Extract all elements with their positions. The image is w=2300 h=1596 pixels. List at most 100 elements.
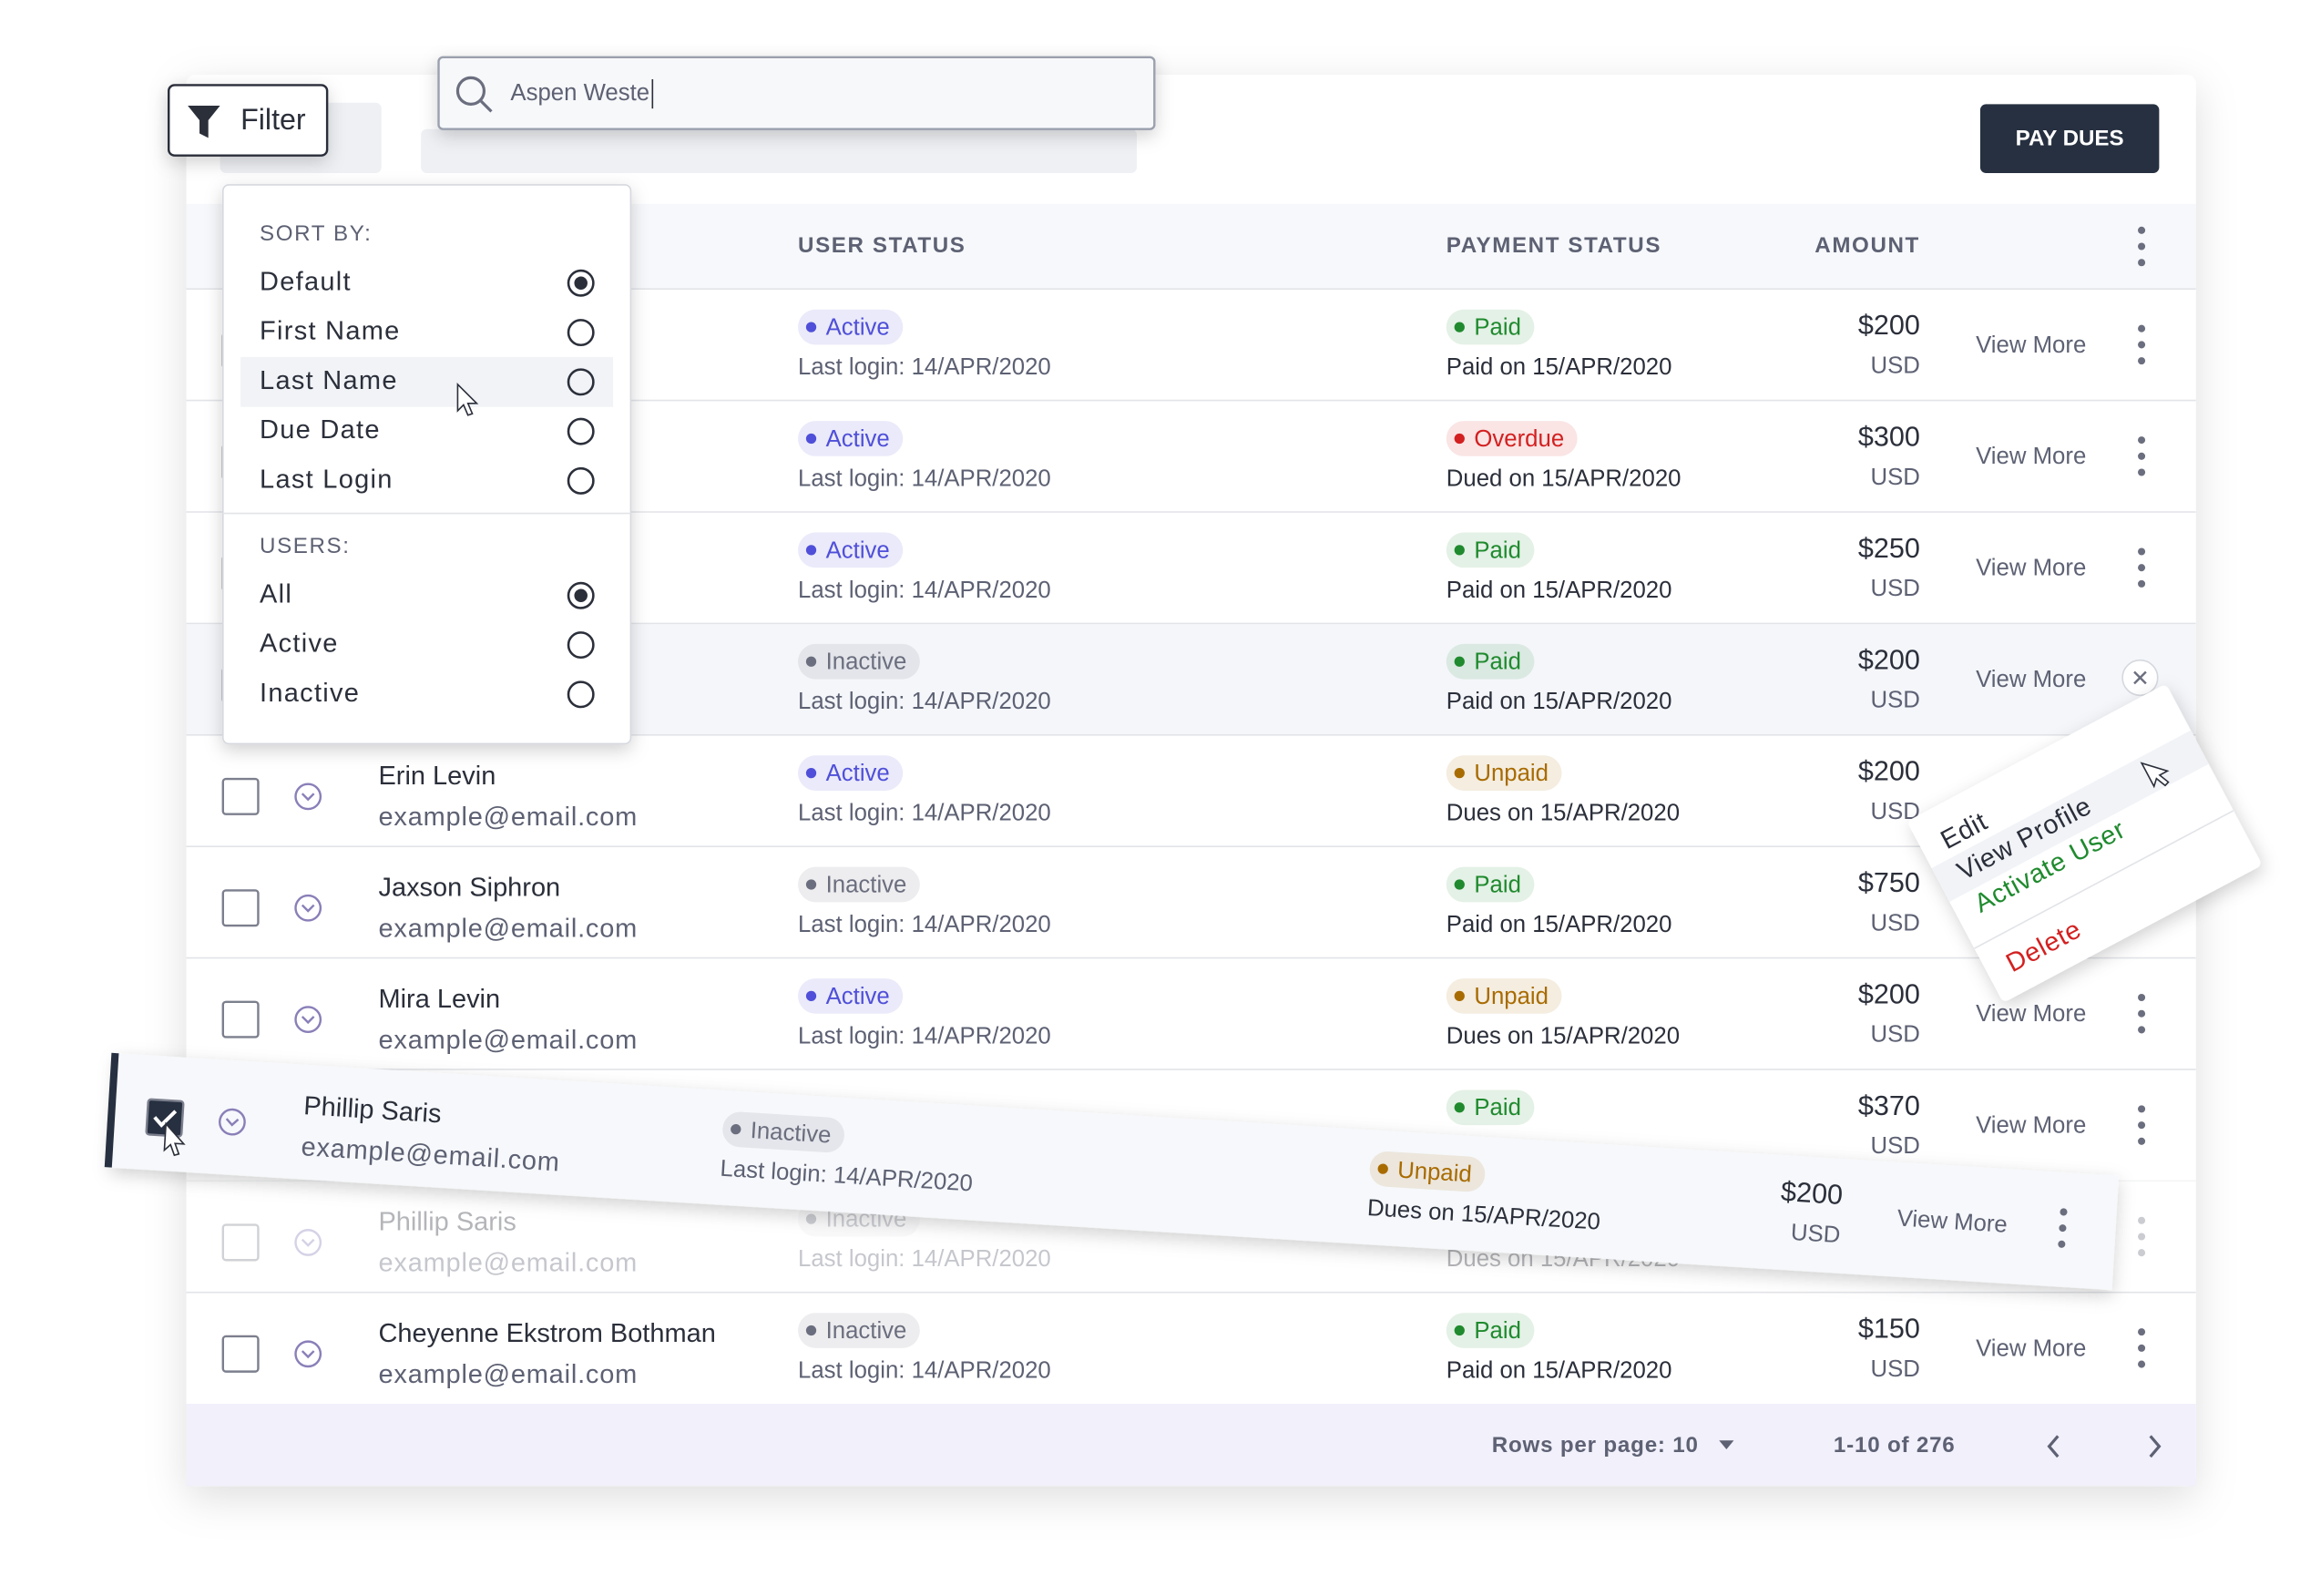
menu-option[interactable]: Due Date (260, 415, 381, 445)
search-icon (455, 76, 486, 106)
column-header: USER STATUS (798, 233, 966, 258)
close-icon (2133, 670, 2147, 685)
menu-option[interactable]: Last Login (260, 466, 394, 495)
currency: USD (1871, 910, 1920, 936)
row-checkbox[interactable] (145, 1098, 185, 1138)
user-email: example@email.com (378, 1360, 638, 1389)
user-name: Cheyenne Ekstrom Bothman (378, 1319, 715, 1348)
badge-text: Overdue (1474, 426, 1564, 452)
amount: $200 (1858, 756, 1920, 787)
view-more[interactable]: View More (1976, 332, 2086, 358)
menu-section-title: SORT BY: (260, 221, 372, 246)
badge-bg (722, 1111, 844, 1153)
menu-option[interactable]: Inactive (260, 679, 360, 708)
view-more[interactable]: View More (1976, 556, 2086, 581)
badge-bg (1446, 309, 1535, 345)
radio[interactable] (567, 417, 595, 445)
kebab-dot (2138, 1344, 2146, 1352)
search-input[interactable] (437, 56, 1156, 130)
search-icon (480, 99, 493, 113)
payment-date: Paid on 15/APR/2020 (1446, 912, 1672, 937)
prev-page[interactable] (2047, 1435, 2060, 1458)
row-checkbox[interactable] (221, 889, 260, 927)
badge-dot (805, 545, 817, 556)
menu-option[interactable]: Active (260, 629, 339, 659)
badge-text: Paid (1474, 1095, 1521, 1120)
expand-button[interactable] (294, 1340, 322, 1368)
menu-option[interactable]: All (260, 579, 292, 609)
payment-date: Paid on 15/APR/2020 (1446, 578, 1672, 603)
toolbar: Filter Aspen Weste PAY DUES (168, 56, 2160, 174)
pay-dues-label: PAY DUES (2016, 126, 2124, 150)
payment-date: Paid on 15/APR/2020 (1446, 354, 1672, 380)
kebab-menu[interactable] (2138, 1328, 2146, 1368)
view-more[interactable]: View More (1976, 444, 2086, 469)
table-body: Active Last login: 14/APR/2020 Paid Paid on… (186, 288, 2196, 1389)
radio[interactable] (567, 581, 595, 609)
kebab-menu[interactable] (2138, 436, 2146, 476)
radio[interactable] (567, 368, 595, 396)
expand-button[interactable] (294, 894, 322, 922)
table-row: Erin Levin example@email.com Active Last lo… (186, 733, 2196, 832)
kebab-menu[interactable] (2138, 993, 2146, 1034)
amount: $150 (1858, 1314, 1920, 1345)
rows-per-page[interactable]: Rows per page: 10 (1492, 1433, 1699, 1458)
radio[interactable] (567, 319, 595, 347)
user-email: example@email.com (378, 803, 638, 832)
dragged-row-bg (110, 1053, 2120, 1290)
expand-button[interactable] (294, 1229, 322, 1256)
kebab-dot (2138, 1137, 2146, 1145)
amount: $200 (1858, 978, 1920, 1009)
radio[interactable] (567, 680, 595, 709)
kebab-dot (2138, 452, 2146, 460)
payment-date: Dued on 15/APR/2020 (1446, 466, 1682, 491)
menu-option[interactable]: Default (260, 267, 352, 296)
badge-text: Paid (1474, 537, 1521, 563)
badge-dot (805, 767, 817, 779)
kebab-menu[interactable] (2138, 1216, 2146, 1257)
next-page[interactable] (2149, 1435, 2162, 1458)
expand-button[interactable] (219, 1108, 246, 1136)
user-email: example@email.com (378, 1249, 638, 1278)
menu-option[interactable]: Last Name (260, 366, 398, 395)
drag-handle (104, 1052, 119, 1168)
row-checkbox[interactable] (221, 1223, 260, 1262)
radio[interactable] (567, 466, 595, 495)
radio[interactable] (567, 269, 595, 297)
last-login: Last login: 14/APR/2020 (798, 801, 1051, 826)
view-more[interactable]: View More (1976, 667, 2086, 692)
kebab-menu[interactable] (2138, 1105, 2146, 1145)
badge-dot (1377, 1163, 1388, 1174)
kebab-dot (2138, 357, 2146, 365)
pay-dues-button[interactable] (1979, 104, 2160, 174)
kebab-dot (2060, 1208, 2068, 1216)
row-checkbox[interactable] (221, 1335, 260, 1373)
expand-button[interactable] (294, 1006, 322, 1034)
user-name: Erin Levin (378, 762, 496, 791)
kebab-dot (2138, 1105, 2146, 1113)
row-checkbox[interactable] (221, 777, 260, 815)
view-more[interactable]: View More (1976, 1001, 2086, 1027)
view-more[interactable]: View More (1976, 1335, 2086, 1361)
currency: USD (1871, 1022, 1920, 1048)
row-checkbox[interactable] (221, 1000, 260, 1038)
menu-option[interactable]: First Name (260, 317, 401, 346)
expand-chevron (225, 1118, 240, 1127)
currency: USD (1871, 1356, 1920, 1382)
badge-text: Inactive (826, 872, 907, 897)
kebab-menu[interactable] (2138, 324, 2146, 365)
expand-chevron (301, 904, 315, 913)
badge-text: Unpaid (1474, 761, 1549, 786)
table-row: Mira Levin example@email.com Active Last lo… (186, 957, 2196, 1055)
ghost-box (421, 128, 1138, 174)
badge-text: Active (826, 761, 890, 786)
kebab-dot (2138, 1249, 2146, 1257)
kebab-menu[interactable] (2138, 226, 2146, 267)
kebab-menu[interactable] (2138, 547, 2146, 588)
expand-button[interactable] (294, 783, 322, 811)
radio[interactable] (567, 631, 595, 660)
last-login: Last login: 14/APR/2020 (798, 578, 1051, 603)
mouse-cursor (163, 1121, 186, 1157)
kebab-menu[interactable] (2058, 1208, 2068, 1248)
view-more[interactable]: View More (1976, 1113, 2086, 1139)
